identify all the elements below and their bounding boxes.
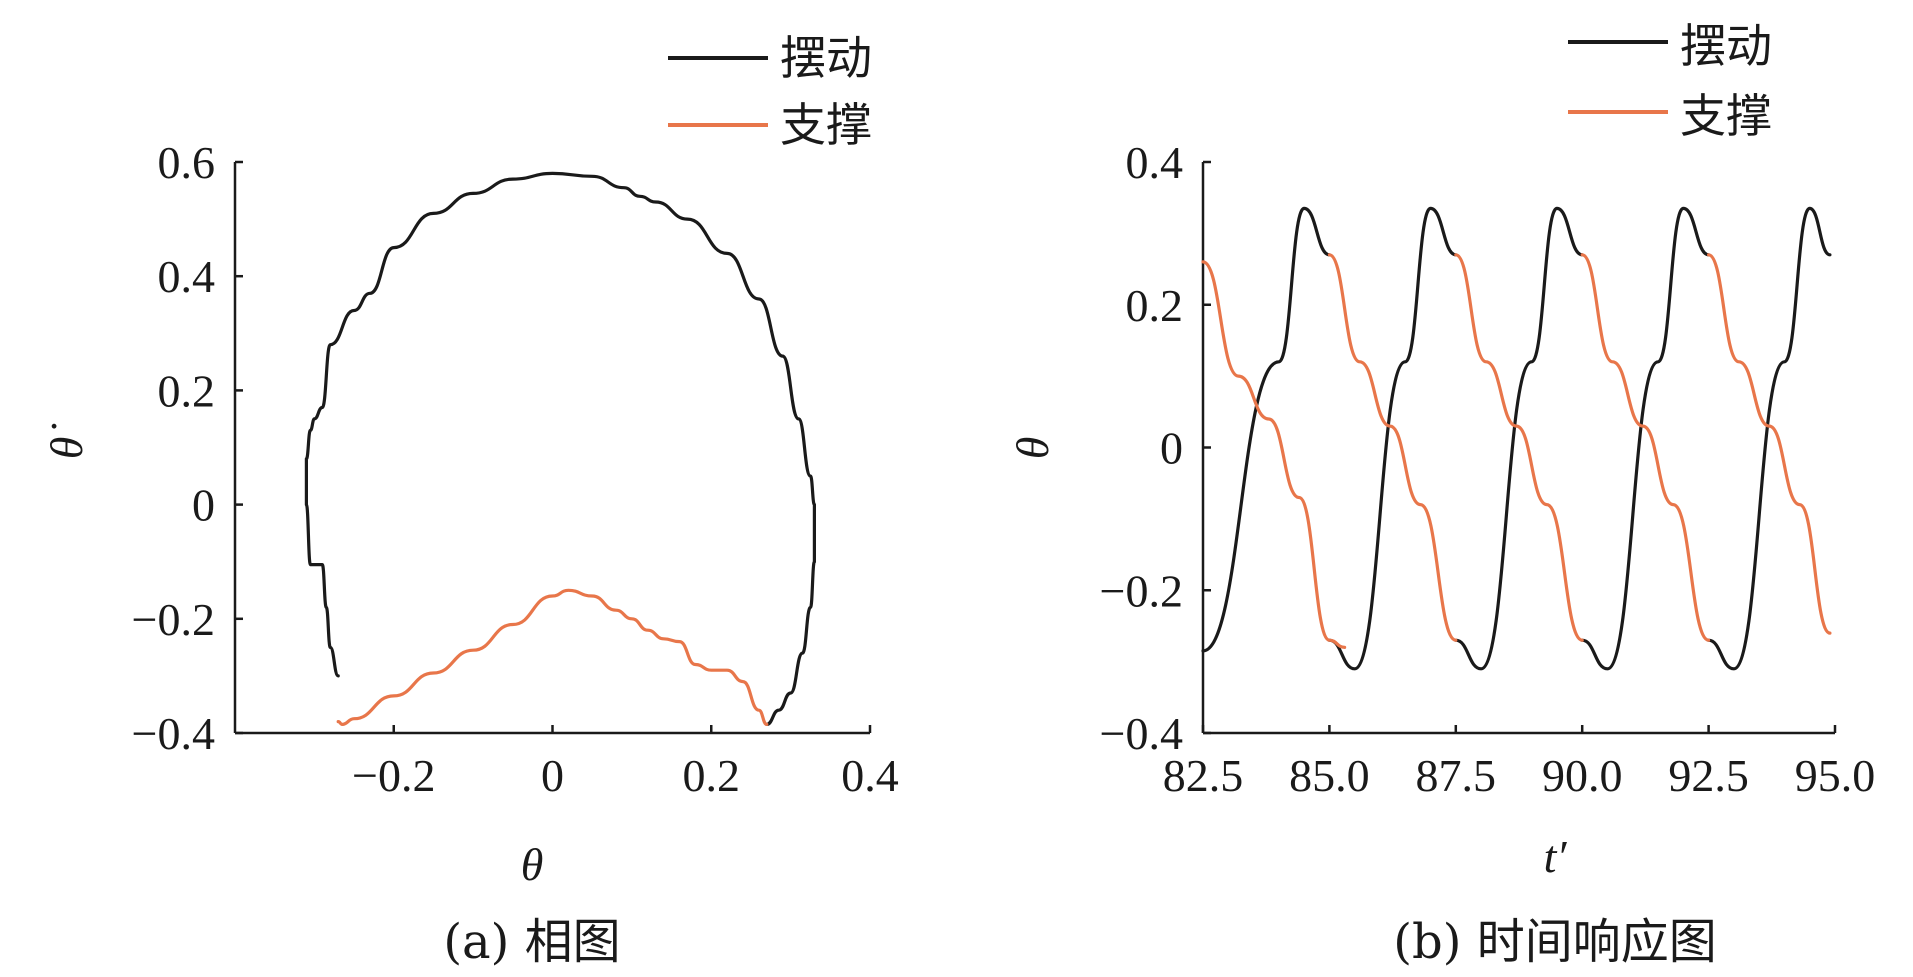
time-caption: (b) 时间响应图 [1393, 914, 1716, 970]
phase-x-axis-label: θ [521, 839, 544, 890]
b-y-tick-label: 0.4 [1126, 137, 1184, 188]
b-y-tick-label: 0.2 [1126, 280, 1184, 331]
phase-caption: (a) 相图 [443, 914, 620, 970]
a-y-tick-label: 0.4 [158, 251, 216, 302]
b-x-tick-label: 85.0 [1289, 750, 1370, 801]
a-x-tick-label: −0.2 [352, 750, 435, 801]
phase-portrait-ticks: −0.2 0 0.2 0.4 −0.4 −0.2 0 0.2 0.4 0.6 [132, 137, 899, 801]
time-y-axis-label: θ [1007, 437, 1058, 460]
phase-portrait-series [304, 171, 817, 726]
phase-y-axis-label: θ̇ [41, 423, 92, 460]
stance-series-line [336, 588, 769, 726]
swing-series-line [1454, 206, 1584, 671]
swing-series-line [304, 171, 817, 726]
phase-portrait-chart: −0.2 0 0.2 0.4 −0.4 −0.2 0 0.2 0.4 0.6 θ θ̇ 摆动 支撑… [41, 31, 899, 970]
time-response-series [1201, 206, 1832, 671]
swing-series-line [1707, 206, 1832, 671]
a-x-tick-label: 0.2 [683, 750, 741, 801]
b-y-tick-label: 0 [1160, 423, 1183, 474]
b-x-tick-label: 92.5 [1668, 750, 1749, 801]
legend-swing-label: 摆动 [780, 31, 872, 85]
a-x-tick-label: 0 [541, 750, 564, 801]
stance-series-line [1580, 253, 1711, 642]
time-response-axes [1201, 162, 1835, 735]
a-y-tick-label: −0.4 [132, 708, 215, 759]
stance-series-line [1327, 253, 1458, 642]
swing-series-line [1580, 206, 1711, 671]
b-x-tick-label: 90.0 [1542, 750, 1623, 801]
b-x-tick-label: 95.0 [1795, 750, 1876, 801]
time-legend: 摆动 支撑 [1568, 19, 1772, 143]
stance-series-line [1454, 253, 1584, 642]
a-y-tick-label: 0 [192, 480, 215, 531]
legend-stance-label: 支撑 [780, 98, 872, 152]
b-y-tick-label: −0.2 [1100, 565, 1183, 616]
legend-stance-label-b: 支撑 [1680, 89, 1772, 143]
time-response-ticks: 82.5 85.0 87.5 90.0 92.5 95.0 −0.4 −0.2 0 0.2 0.4 [1100, 137, 1876, 801]
stance-series-line [1201, 260, 1347, 649]
swing-series-line [1327, 206, 1458, 671]
time-response-chart: 82.5 85.0 87.5 90.0 92.5 95.0−0.4−0.200.20.4 … [1007, 19, 1875, 970]
b-y-tick-label: −0.4 [1100, 708, 1183, 759]
time-x-axis-label: t′ [1544, 831, 1568, 882]
swing-series-line [1201, 206, 1331, 653]
legend-swing-label-b: 摆动 [1680, 19, 1772, 73]
b-x-tick-label: 82.5 [1163, 750, 1244, 801]
phase-legend: 摆动 支撑 [668, 31, 872, 152]
a-y-tick-label: 0.6 [158, 137, 216, 188]
a-y-tick-label: −0.2 [132, 594, 215, 645]
a-y-tick-label: 0.2 [158, 365, 216, 416]
a-x-tick-label: 0.4 [841, 750, 899, 801]
stance-series-line [1707, 253, 1832, 635]
b-x-tick-label: 87.5 [1416, 750, 1497, 801]
